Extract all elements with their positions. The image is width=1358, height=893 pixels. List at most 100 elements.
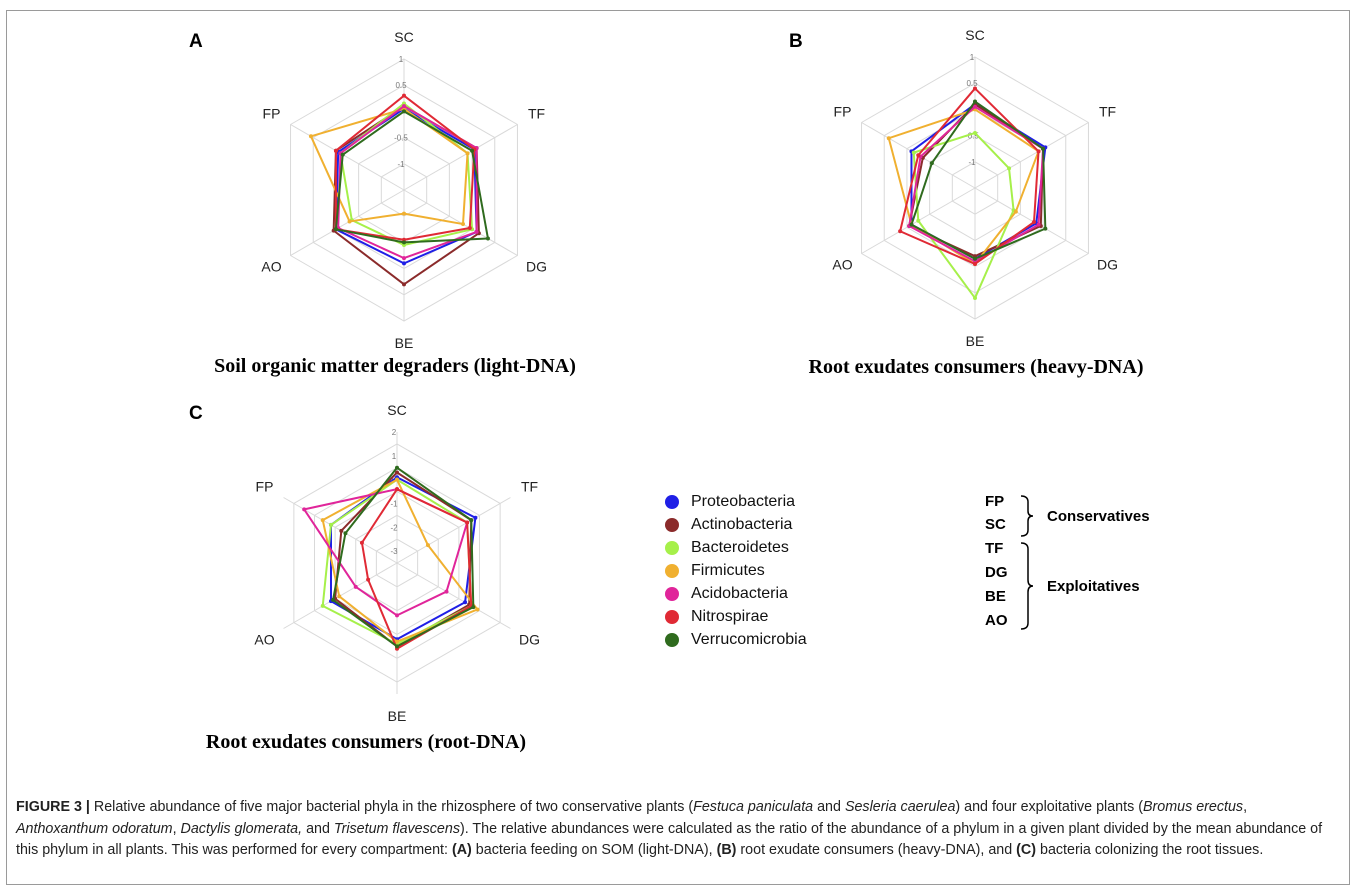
- series-point: [471, 605, 476, 610]
- series-point: [916, 153, 921, 158]
- legend-item-nitrospirae: Nitrospirae: [665, 605, 807, 628]
- series-point: [339, 528, 344, 533]
- series-point: [973, 130, 977, 135]
- plant-code-be: BE: [985, 588, 1006, 605]
- legend-item-firmicutes: Firmicutes: [665, 559, 807, 582]
- series-point: [395, 487, 399, 492]
- series-point: [467, 225, 472, 230]
- chart-title-c: Root exudates consumers (root-DNA): [205, 731, 527, 753]
- caption-part: bacteria colonizing the root tissues.: [1036, 842, 1264, 858]
- caption-part: bacteria feeding on SOM (light-DNA),: [471, 842, 717, 858]
- caption-part: Anthoxanthum odoratum: [16, 820, 173, 837]
- series-verrucomicrobia: [333, 109, 490, 245]
- series-verrucomicrobia: [331, 465, 476, 649]
- series-firmicutes: [320, 477, 480, 644]
- series-point: [1031, 220, 1036, 225]
- plant-code-ao: AO: [985, 612, 1008, 629]
- axis-label-fp: FP: [263, 106, 281, 122]
- caption-part: ,: [172, 820, 181, 837]
- series-point: [328, 522, 333, 527]
- series-point: [929, 161, 934, 166]
- plant-code-dg: DG: [985, 564, 1008, 581]
- axis-label-tf: TF: [528, 106, 545, 122]
- series-point: [402, 93, 406, 98]
- legend-item-actinobacteria: Actinobacteria: [665, 513, 807, 536]
- tick-label: 1: [392, 452, 397, 461]
- series-point: [402, 261, 406, 266]
- legend-swatch: [665, 632, 679, 647]
- series-point: [340, 152, 345, 157]
- series-point: [395, 613, 399, 618]
- grid-spoke: [396, 562, 511, 629]
- legend-label: Actinobacteria: [691, 515, 793, 533]
- axis-label-tf: TF: [521, 479, 538, 495]
- axis-label-be: BE: [388, 708, 407, 724]
- series-acidobacteria: [336, 104, 479, 261]
- series-point: [395, 470, 399, 475]
- series-point: [353, 584, 358, 589]
- exploitatives-label: Exploitatives: [1047, 578, 1140, 595]
- series-point: [395, 465, 399, 470]
- caption-part: root exudate consumers (heavy-DNA), and: [736, 842, 1017, 858]
- series-point: [320, 518, 325, 523]
- legend-label: Proteobacteria: [691, 492, 796, 510]
- caption-body: Relative abundance of five major bacteri…: [16, 799, 1322, 858]
- series-point: [973, 104, 977, 109]
- legend-swatch: [665, 517, 679, 532]
- grid-spoke: [974, 187, 1089, 254]
- axis-label-sc: SC: [965, 27, 984, 43]
- series-point: [395, 644, 399, 649]
- series-point: [402, 104, 406, 109]
- axis-label-ao: AO: [261, 259, 281, 275]
- tick-label: 0.5: [395, 81, 407, 90]
- tick-label: 0.5: [966, 79, 978, 88]
- axis-label-dg: DG: [526, 259, 547, 275]
- grid-spoke: [403, 124, 518, 191]
- tick-label: -0.5: [394, 134, 408, 143]
- legend-swatch: [665, 586, 679, 601]
- legend-label: Bacteroidetes: [691, 538, 789, 556]
- plant-code-sc: SC: [985, 516, 1006, 533]
- series-point: [333, 148, 338, 153]
- series-point: [973, 261, 977, 266]
- panel-letter-a: A: [189, 31, 203, 52]
- plant-key: FP SC TF DG BE AO Conservatives Exploita…: [985, 493, 1185, 633]
- caption-part: Dactylis glomerata,: [180, 820, 303, 837]
- caption-part: (C): [1016, 842, 1037, 858]
- series-point: [485, 236, 490, 241]
- axis-label-be: BE: [395, 335, 414, 351]
- legend-swatch: [665, 609, 679, 624]
- series-point: [973, 86, 977, 91]
- series-point: [465, 151, 470, 156]
- series-point: [473, 515, 478, 520]
- caption-part: Trisetum flavescens: [333, 820, 460, 837]
- grid-spoke: [396, 497, 511, 564]
- caption-part: Festuca paniculata: [693, 799, 814, 815]
- series-point: [1013, 209, 1018, 214]
- axis-label-dg: DG: [1097, 257, 1118, 273]
- legend: Proteobacteria Actinobacteria Bacteroidete…: [665, 490, 807, 651]
- series-point: [911, 150, 916, 155]
- legend-item-acidobacteria: Acidobacteria: [665, 582, 807, 605]
- series-point: [359, 540, 364, 545]
- tick-label: 1: [970, 53, 975, 62]
- series-point: [395, 639, 399, 644]
- series-point: [463, 600, 468, 605]
- figure-frame: [6, 10, 1350, 885]
- axis-label-dg: DG: [519, 632, 540, 648]
- series-point: [320, 603, 325, 608]
- caption-label: FIGURE 3 |: [16, 799, 90, 815]
- axis-label-sc: SC: [394, 29, 413, 45]
- axis-label-be: BE: [966, 333, 985, 349]
- caption-part: (A): [451, 842, 472, 858]
- series-point: [973, 296, 977, 301]
- caption-part: (B): [716, 842, 737, 858]
- conservatives-label: Conservatives: [1047, 508, 1150, 525]
- series-point: [395, 477, 399, 482]
- figure-caption: FIGURE 3 | Relative abundance of five ma…: [16, 797, 1341, 862]
- series-point: [469, 518, 474, 523]
- series-point: [366, 577, 371, 582]
